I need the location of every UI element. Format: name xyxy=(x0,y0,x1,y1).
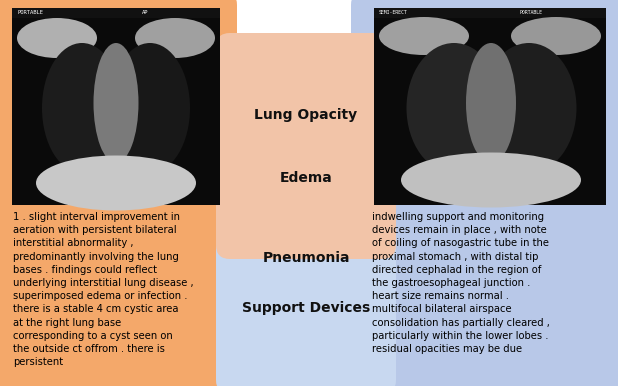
Text: AP: AP xyxy=(142,10,148,15)
Ellipse shape xyxy=(466,43,516,163)
Ellipse shape xyxy=(93,43,138,163)
Text: 1 . slight interval improvement in
aeration with persistent bilateral
interstiti: 1 . slight interval improvement in aerat… xyxy=(13,212,193,367)
Text: PORTABLE: PORTABLE xyxy=(17,10,43,15)
Text: PORTABLE: PORTABLE xyxy=(519,10,542,15)
Ellipse shape xyxy=(407,43,501,173)
Bar xyxy=(12,8,220,205)
FancyBboxPatch shape xyxy=(216,144,396,386)
Bar xyxy=(374,8,606,205)
Ellipse shape xyxy=(135,18,215,58)
Text: SEMI-ERECT: SEMI-ERECT xyxy=(379,10,408,15)
Ellipse shape xyxy=(17,18,97,58)
Text: Support Devices: Support Devices xyxy=(242,301,370,315)
FancyBboxPatch shape xyxy=(216,33,396,259)
Ellipse shape xyxy=(36,156,196,210)
Ellipse shape xyxy=(42,43,122,173)
FancyBboxPatch shape xyxy=(0,0,237,386)
Ellipse shape xyxy=(481,43,577,173)
Text: indwelling support and monitoring
devices remain in place , with note
of coiling: indwelling support and monitoring device… xyxy=(372,212,550,354)
Ellipse shape xyxy=(511,17,601,55)
Ellipse shape xyxy=(110,43,190,173)
Ellipse shape xyxy=(379,17,469,55)
Text: Lung Opacity: Lung Opacity xyxy=(255,108,358,122)
Bar xyxy=(12,8,220,18)
Text: Pneumonia: Pneumonia xyxy=(262,251,350,265)
FancyBboxPatch shape xyxy=(351,0,618,386)
Text: Edema: Edema xyxy=(279,171,332,185)
Ellipse shape xyxy=(401,152,581,208)
Bar xyxy=(374,8,606,18)
